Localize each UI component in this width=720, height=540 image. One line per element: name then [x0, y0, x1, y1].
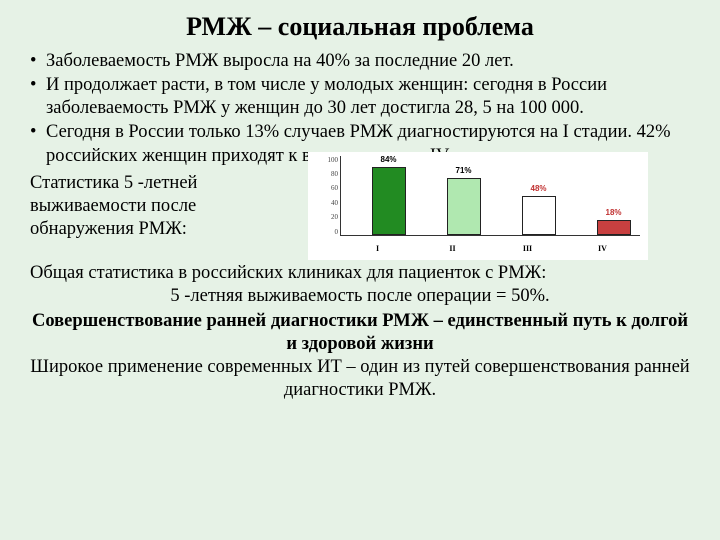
bullet-mark: • — [30, 50, 46, 73]
bar-column: 18% — [594, 220, 634, 234]
chart-row: Статистика 5 -летней выживаемости после … — [30, 172, 690, 260]
bar-value-label: 71% — [455, 166, 471, 175]
overall-stats-line2: 5 -летняя выживаемость после операции = … — [30, 285, 690, 308]
bullet-item: • И продолжает расти, в том числе у моло… — [30, 74, 690, 120]
chart-xaxis: IIIIIIIV — [340, 244, 640, 253]
xtick: I — [340, 244, 415, 253]
bar — [597, 220, 631, 234]
bullet-mark: • — [30, 74, 46, 120]
bullet-text: И продолжает расти, в том числе у молоды… — [46, 74, 690, 120]
bar-value-label: 84% — [380, 155, 396, 164]
bar — [522, 196, 556, 234]
bullet-item: • Заболеваемость РМЖ выросла на 40% за п… — [30, 50, 690, 73]
bullet-mark: • — [30, 121, 46, 167]
ytick: 0 — [316, 228, 338, 236]
survival-chart: 100 80 60 40 20 0 84%71%48%18% IIIIIIIV — [308, 152, 648, 260]
xtick: II — [415, 244, 490, 253]
bar — [447, 178, 481, 235]
bullet-text: Заболеваемость РМЖ выросла на 40% за пос… — [46, 50, 690, 73]
ytick: 20 — [316, 213, 338, 221]
overall-stats-line1: Общая статистика в российских клиниках д… — [30, 262, 690, 285]
slide-title: РМЖ – социальная проблема — [30, 12, 690, 42]
ytick: 40 — [316, 199, 338, 207]
bar-column: 48% — [519, 196, 559, 234]
emphasis-block: Совершенствование ранней диагностики РМЖ… — [30, 310, 690, 356]
xtick: III — [490, 244, 565, 253]
bar — [372, 167, 406, 234]
chart-yaxis: 100 80 60 40 20 0 — [316, 156, 338, 236]
closing-text: Широкое применение современных ИТ – один… — [30, 356, 690, 402]
bar-value-label: 48% — [530, 184, 546, 193]
bar-column: 84% — [369, 167, 409, 234]
ytick: 100 — [316, 156, 338, 164]
ytick: 60 — [316, 184, 338, 192]
chart-plot: 84% 71% 48% 18% — [340, 156, 640, 236]
xtick: IV — [565, 244, 640, 253]
bar-value-label: 18% — [605, 208, 621, 217]
bar-column: 71% — [444, 178, 484, 235]
bullet-list: • Заболеваемость РМЖ выросла на 40% за п… — [30, 50, 690, 168]
survival-intro: Статистика 5 -летней выживаемости после … — [30, 172, 300, 241]
ytick: 80 — [316, 170, 338, 178]
